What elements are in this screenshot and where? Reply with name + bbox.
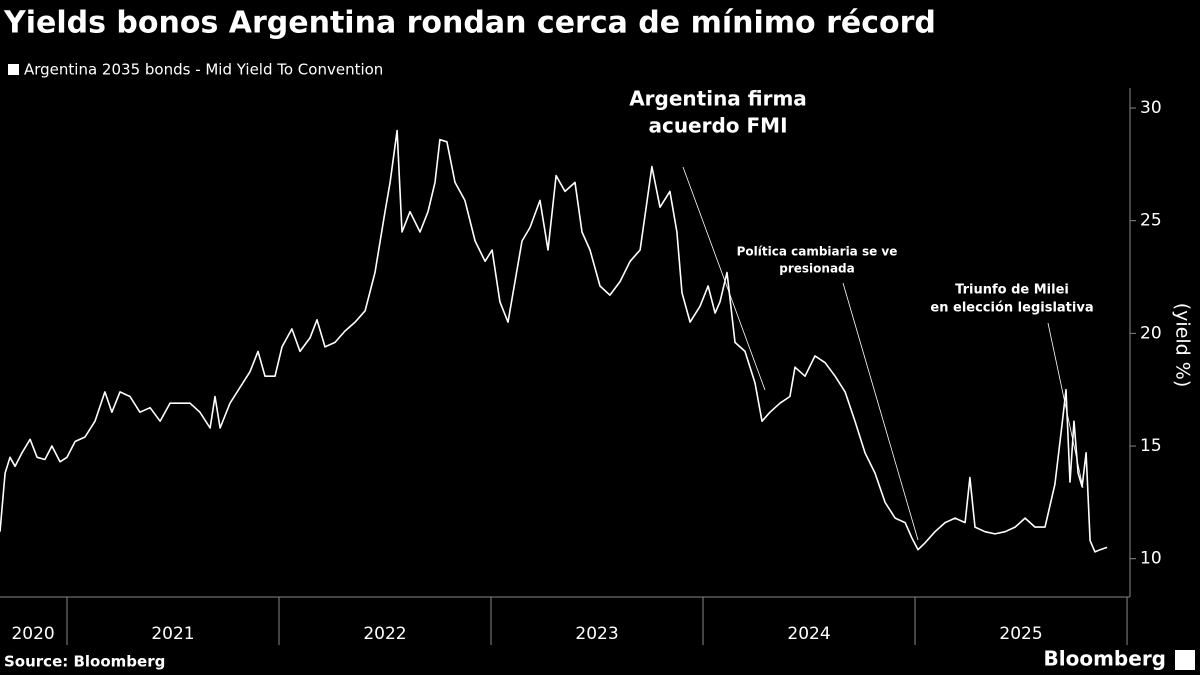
y-tick-label: 10 (1140, 549, 1162, 569)
series-line (0, 129, 1108, 553)
y-tick-label: 30 (1140, 98, 1162, 118)
x-tick-label: 2022 (363, 624, 406, 644)
source: Source: Bloomberg (4, 653, 165, 671)
legend-label: Argentina 2035 bonds - Mid Yield To Conv… (24, 61, 383, 79)
y-tick-label: 25 (1140, 211, 1162, 231)
annotation-pointer (842, 282, 919, 541)
annotation: Triunfo de Milei (955, 283, 1069, 298)
y-axis-label: (yield %) (1172, 303, 1194, 387)
x-tick-label: 2021 (151, 624, 194, 644)
annotation-pointer (1047, 322, 1084, 489)
annotation: en elección legislativa (930, 301, 1093, 316)
chart-title: Yields bonos Argentina rondan cerca de m… (3, 6, 936, 41)
annotation: Argentina firma (629, 87, 807, 111)
annotation: Política cambiaria se ve (737, 245, 898, 259)
y-tick-label: 15 (1140, 436, 1162, 456)
annotation-pointer (682, 166, 766, 391)
x-tick-label: 2024 (787, 624, 830, 644)
legend-swatch (8, 64, 19, 75)
x-tick-label: 2020 (11, 624, 54, 644)
annotation: presionada (779, 262, 854, 276)
brand: Bloomberg (1044, 647, 1166, 671)
x-tick-label: 2025 (999, 624, 1042, 644)
brand-icon (1175, 650, 1195, 670)
x-tick-label: 2023 (575, 624, 618, 644)
y-tick-label: 20 (1140, 323, 1162, 343)
annotation: acuerdo FMI (648, 114, 787, 138)
